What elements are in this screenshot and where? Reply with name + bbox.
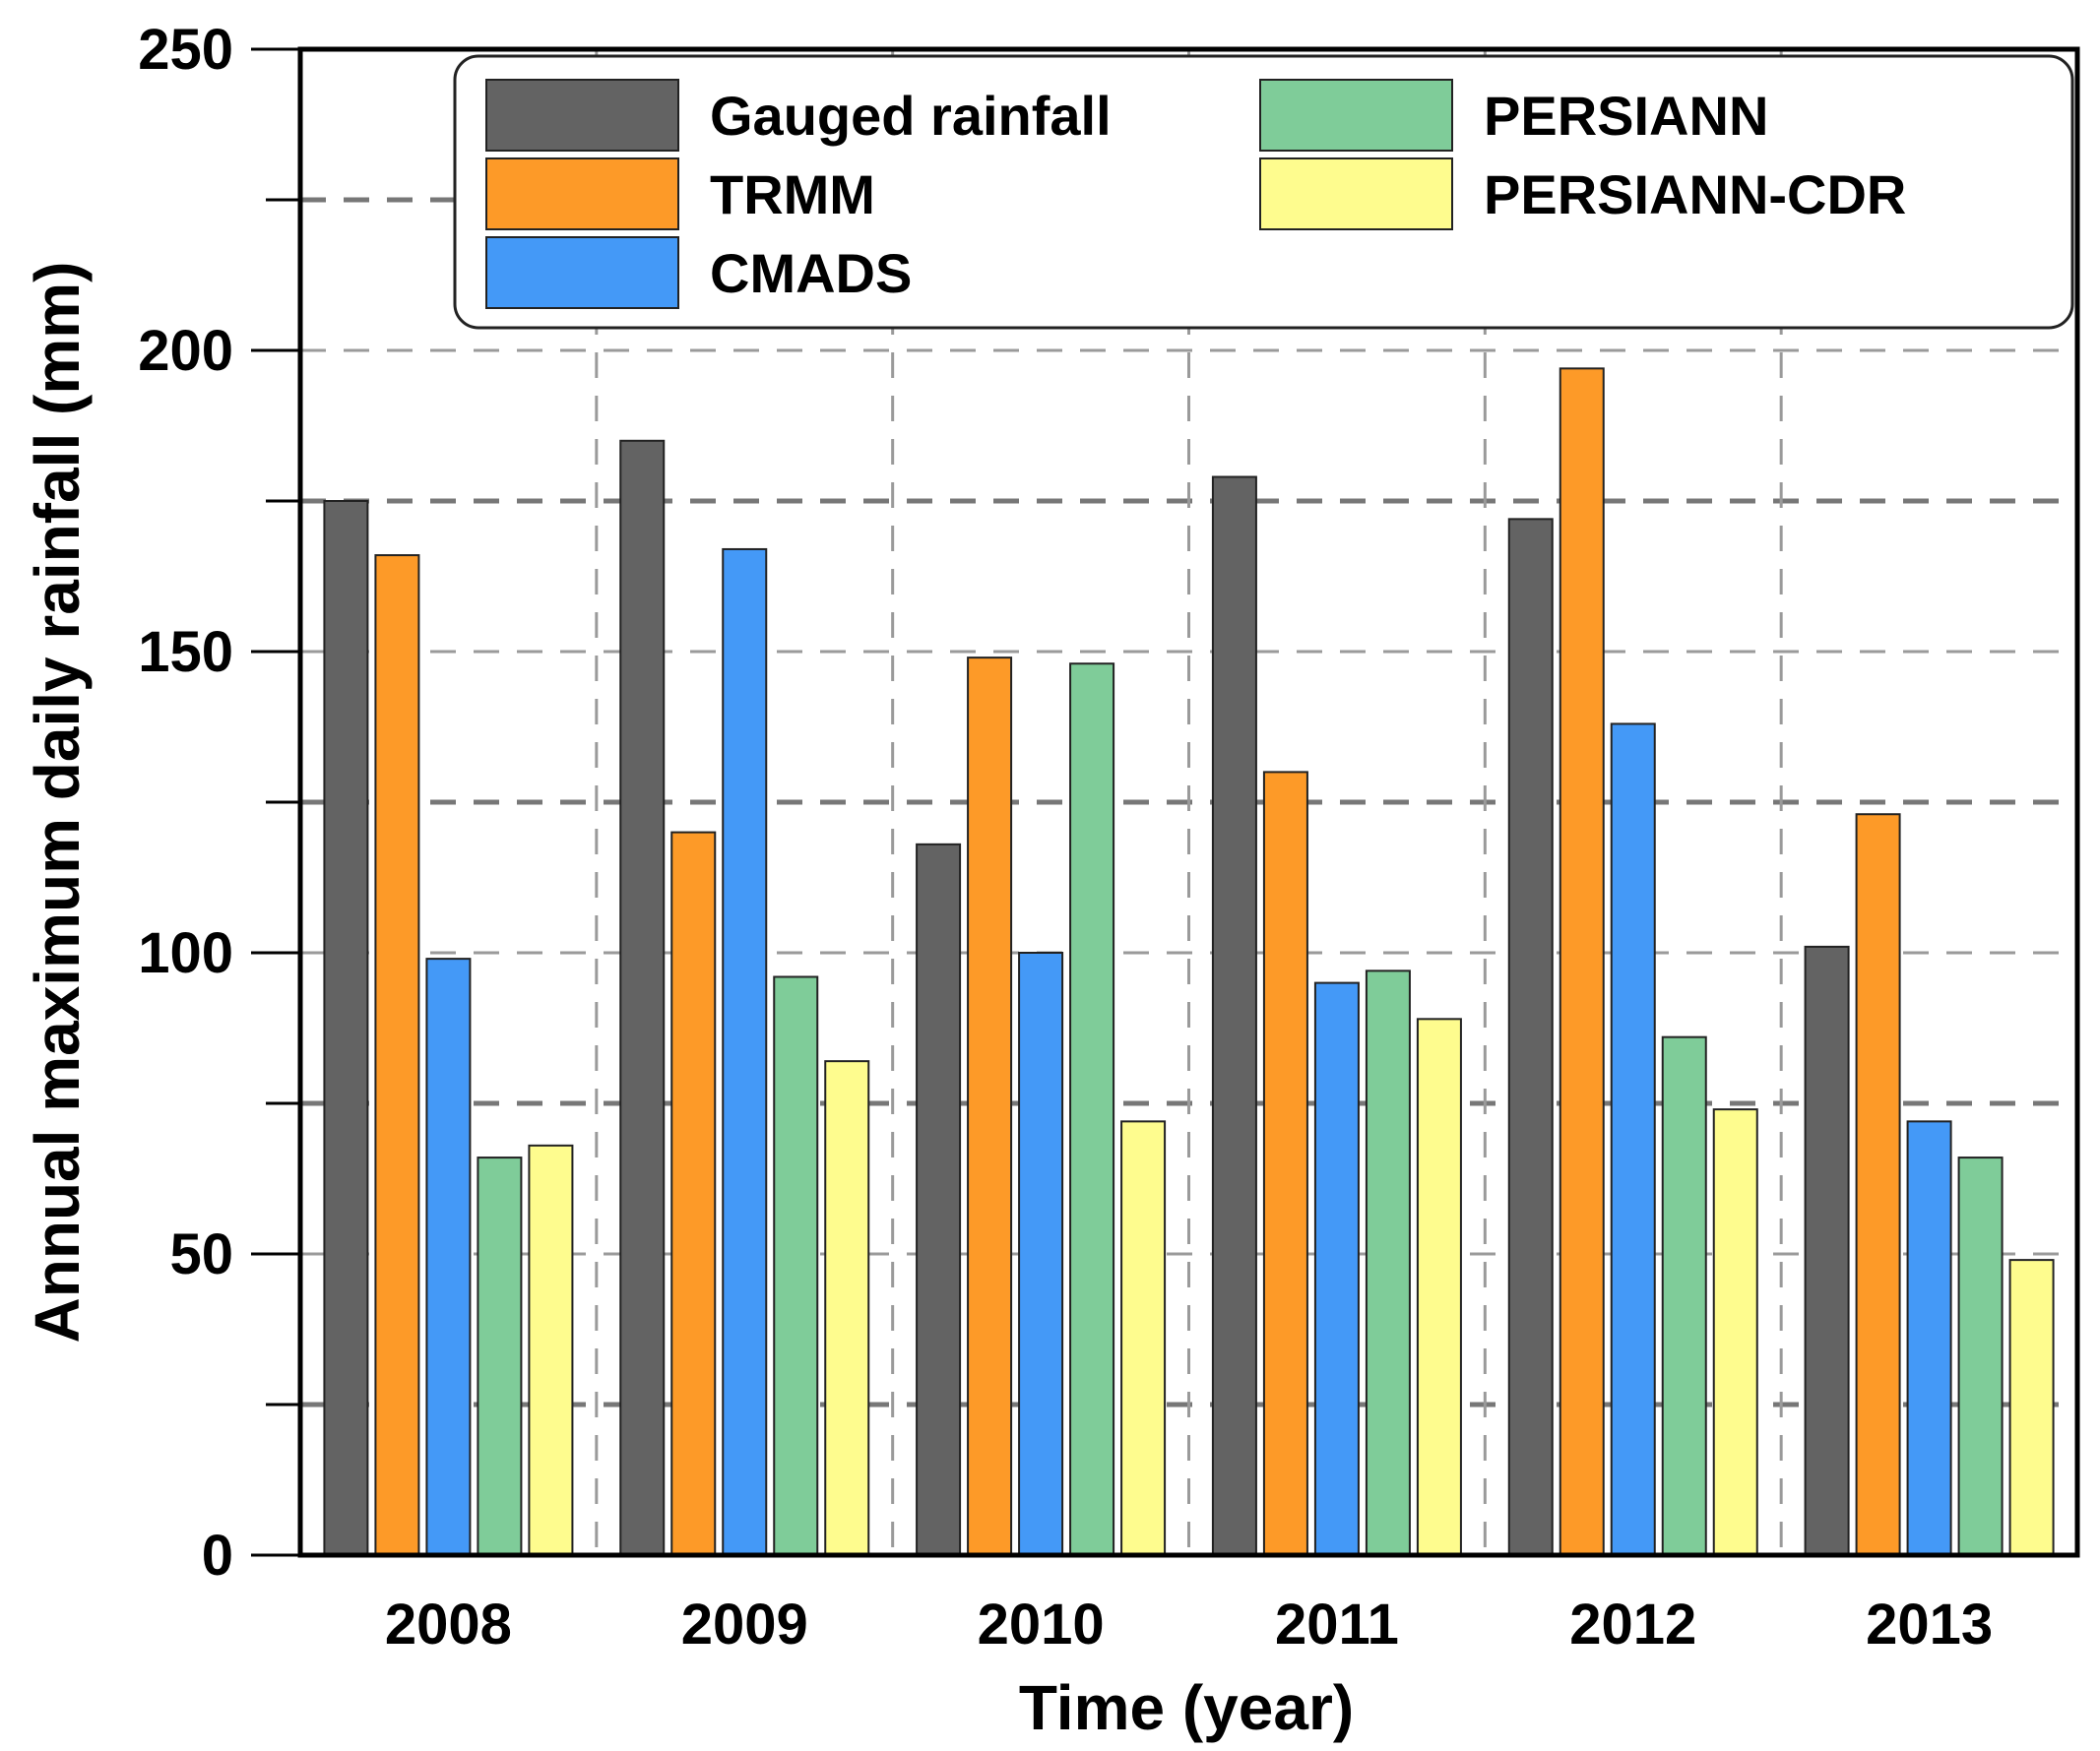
- legend-label: Gauged rainfall: [710, 85, 1112, 147]
- y-tick-label: 250: [138, 18, 233, 82]
- legend-swatch: [1259, 79, 1453, 152]
- legend-label: PERSIANN-CDR: [1484, 163, 1906, 225]
- bar-persiann-cdr-2008: [528, 1144, 574, 1556]
- bar-persiann-cdr-2011: [1416, 1018, 1462, 1556]
- y-tick-label: 200: [138, 319, 233, 383]
- bar-persiann-2009: [773, 975, 819, 1556]
- bar-persiann-cdr-2012: [1712, 1108, 1758, 1556]
- bar-trmm-2008: [374, 554, 420, 1556]
- y-tick-label: 100: [138, 921, 233, 985]
- bar-persiann-2010: [1069, 662, 1115, 1556]
- y-axis-title: Annual maximum daily rainfall (mm): [22, 262, 93, 1344]
- legend: Gauged rainfall TRMM CMADS PERSIANN PERSIANN…: [453, 54, 2074, 330]
- bar-persiann-cdr-2010: [1120, 1120, 1167, 1556]
- y-axis-ticks: 0 50 100 150 200 250: [138, 18, 300, 1588]
- x-tick-label: 2013: [1866, 1593, 1993, 1657]
- bars: [323, 367, 2055, 1557]
- bar-gauged-rainfall-2012: [1507, 518, 1554, 1556]
- legend-swatch: [485, 236, 679, 309]
- x-axis-title: Time (year): [1019, 1672, 1354, 1743]
- legend-swatch: [1259, 157, 1453, 230]
- x-tick-label: 2008: [385, 1593, 512, 1657]
- bar-persiann-cdr-2013: [2008, 1259, 2055, 1556]
- x-axis-ticks: 2008 2009 2010 2011 2012 2013: [385, 1593, 1993, 1657]
- bar-trmm-2012: [1559, 367, 1605, 1556]
- x-tick-label: 2012: [1569, 1593, 1696, 1657]
- bar-cmads-2013: [1906, 1120, 1952, 1556]
- bar-cmads-2011: [1313, 981, 1360, 1556]
- bar-gauged-rainfall-2013: [1804, 945, 1850, 1556]
- legend-label: CMADS: [710, 242, 912, 304]
- bar-cmads-2008: [425, 958, 472, 1556]
- bar-trmm-2013: [1855, 813, 1901, 1556]
- bar-gauged-rainfall-2008: [323, 500, 369, 1556]
- bar-persiann-2013: [1957, 1157, 2004, 1556]
- y-tick-label: 50: [169, 1222, 233, 1286]
- x-tick-label: 2011: [1275, 1593, 1399, 1657]
- legend-swatch: [485, 79, 679, 152]
- bar-gauged-rainfall-2010: [916, 843, 962, 1556]
- bar-cmads-2012: [1610, 722, 1656, 1556]
- x-tick-label: 2009: [681, 1593, 808, 1657]
- bar-persiann-2012: [1661, 1035, 1707, 1557]
- legend-swatch: [485, 157, 679, 230]
- y-tick-label: 0: [202, 1524, 233, 1588]
- bar-trmm-2011: [1262, 771, 1308, 1556]
- bar-trmm-2009: [670, 831, 717, 1556]
- bar-cmads-2009: [722, 547, 768, 1556]
- bar-trmm-2010: [967, 657, 1013, 1556]
- bar-persiann-cdr-2009: [824, 1060, 870, 1557]
- bar-cmads-2010: [1018, 952, 1064, 1556]
- bar-gauged-rainfall-2011: [1211, 475, 1257, 1556]
- legend-label: PERSIANN: [1484, 85, 1768, 147]
- x-tick-label: 2010: [978, 1593, 1105, 1657]
- bar-persiann-2011: [1365, 969, 1411, 1556]
- bar-gauged-rainfall-2009: [619, 439, 666, 1556]
- legend-label: TRMM: [710, 163, 875, 225]
- y-tick-label: 150: [138, 620, 233, 684]
- bar-persiann-2008: [477, 1157, 523, 1556]
